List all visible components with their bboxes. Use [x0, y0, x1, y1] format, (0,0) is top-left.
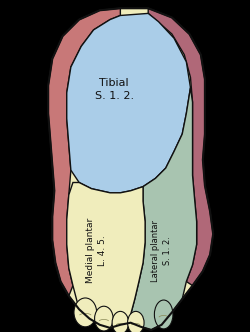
Ellipse shape: [112, 311, 128, 332]
Polygon shape: [148, 8, 213, 286]
Ellipse shape: [154, 300, 173, 329]
Ellipse shape: [128, 311, 144, 332]
Polygon shape: [67, 183, 145, 328]
Polygon shape: [131, 88, 197, 330]
Polygon shape: [48, 8, 213, 330]
Ellipse shape: [74, 298, 97, 327]
Polygon shape: [67, 13, 190, 193]
Text: Medial plantar
L. 4. 5.: Medial plantar L. 4. 5.: [86, 218, 107, 283]
Text: Tibial
S. 1. 2.: Tibial S. 1. 2.: [94, 78, 134, 101]
Text: Lateral plantar
S. 1. 2.: Lateral plantar S. 1. 2.: [151, 219, 172, 282]
Ellipse shape: [94, 306, 113, 331]
Polygon shape: [48, 8, 120, 296]
